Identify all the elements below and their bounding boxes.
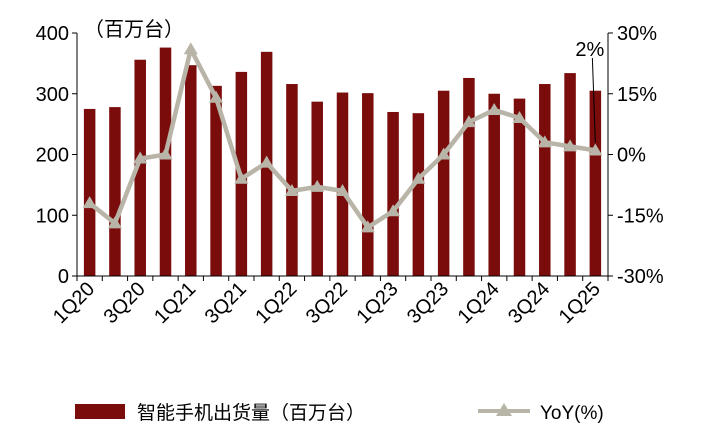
yoy-marker-2Q22	[310, 179, 325, 192]
bar-2Q20	[109, 107, 121, 277]
annotation-layer: 2%	[575, 39, 604, 143]
legend-line-marker	[496, 403, 512, 416]
y-right-tick-label: 30%	[617, 23, 657, 45]
bar-2Q23	[412, 113, 425, 276]
bar-4Q22	[362, 93, 374, 276]
unit-label: （百万台）	[84, 18, 184, 41]
yoy-marker-4Q24	[563, 139, 578, 152]
bar-1Q25	[589, 90, 602, 277]
bars-layer	[83, 47, 602, 277]
bar-3Q24	[539, 84, 551, 276]
x-tick-label: 3Q20	[100, 278, 150, 328]
y-right-tick-label: -30%	[617, 266, 664, 288]
bar-2Q24	[513, 98, 526, 276]
yoy-marker-4Q21	[259, 155, 274, 168]
bar-1Q21	[185, 65, 197, 276]
yoy-marker-2Q21	[209, 90, 224, 103]
x-tick-label: 3Q21	[201, 278, 251, 328]
yoy-marker-1Q24	[487, 102, 502, 115]
bar-3Q23	[437, 90, 450, 277]
legend-line-label: YoY(%)	[540, 403, 604, 424]
x-tick-label: 3Q24	[504, 278, 554, 328]
x-tick-label: 3Q22	[302, 278, 352, 328]
bar-4Q20	[159, 47, 172, 276]
x-tick-label: 1Q21	[150, 278, 200, 328]
yoy-marker-2Q24	[512, 111, 527, 124]
yoy-marker-2Q20	[107, 216, 122, 229]
bar-1Q23	[387, 111, 399, 276]
bar-1Q24	[488, 93, 500, 276]
yoy-marker-1Q20	[82, 196, 97, 209]
yoy-marker-1Q23	[386, 204, 401, 217]
yoy-marker-1Q21	[183, 42, 198, 55]
y-right-tick-label: 0%	[617, 145, 646, 167]
bar-4Q24	[564, 73, 576, 276]
yoy-line-layer	[82, 42, 603, 233]
y-left-tick-label: 0	[58, 266, 69, 288]
x-tick-label: 1Q22	[251, 278, 301, 328]
yoy-marker-1Q22	[284, 183, 299, 196]
yoy-marker-3Q22	[335, 183, 350, 196]
bar-1Q20	[83, 108, 96, 276]
y-left-tick-label: 300	[36, 84, 69, 106]
y-left-tick-label: 100	[36, 205, 69, 227]
yoy-marker-3Q21	[234, 171, 249, 184]
x-tick-label: 1Q25	[555, 278, 605, 328]
x-tick-label: 1Q23	[352, 278, 402, 328]
yoy-marker-3Q20	[133, 151, 148, 164]
yoy-marker-3Q24	[537, 135, 552, 148]
legend: 智能手机出货量（百万台） YoY(%)	[75, 402, 604, 424]
yoy-marker-4Q22	[360, 220, 375, 233]
legend-bar-swatch	[75, 404, 125, 419]
yoy-marker-2Q23	[411, 171, 426, 184]
x-tick-label: 3Q23	[403, 278, 453, 328]
yoy-marker-4Q23	[461, 115, 476, 128]
bar-4Q23	[463, 77, 475, 276]
legend-bar-label: 智能手机出货量（百万台）	[137, 402, 365, 424]
yoy-marker-1Q25	[588, 143, 603, 156]
bar-1Q22	[286, 84, 298, 276]
bar-2Q21	[210, 85, 222, 276]
y-right-tick-label: 15%	[617, 84, 657, 106]
x-tick-label: 1Q24	[454, 278, 504, 328]
yoy-marker-4Q20	[158, 147, 173, 160]
x-tick-label: 1Q20	[49, 278, 99, 328]
annotation-leader	[591, 57, 596, 143]
y-left-tick-label: 400	[36, 23, 69, 45]
y-right-tick-label: -15%	[617, 205, 664, 227]
annotation-label: 2%	[575, 39, 604, 61]
y-left-tick-label: 200	[36, 145, 69, 167]
bar-3Q20	[134, 59, 146, 277]
yoy-marker-3Q23	[436, 147, 451, 160]
